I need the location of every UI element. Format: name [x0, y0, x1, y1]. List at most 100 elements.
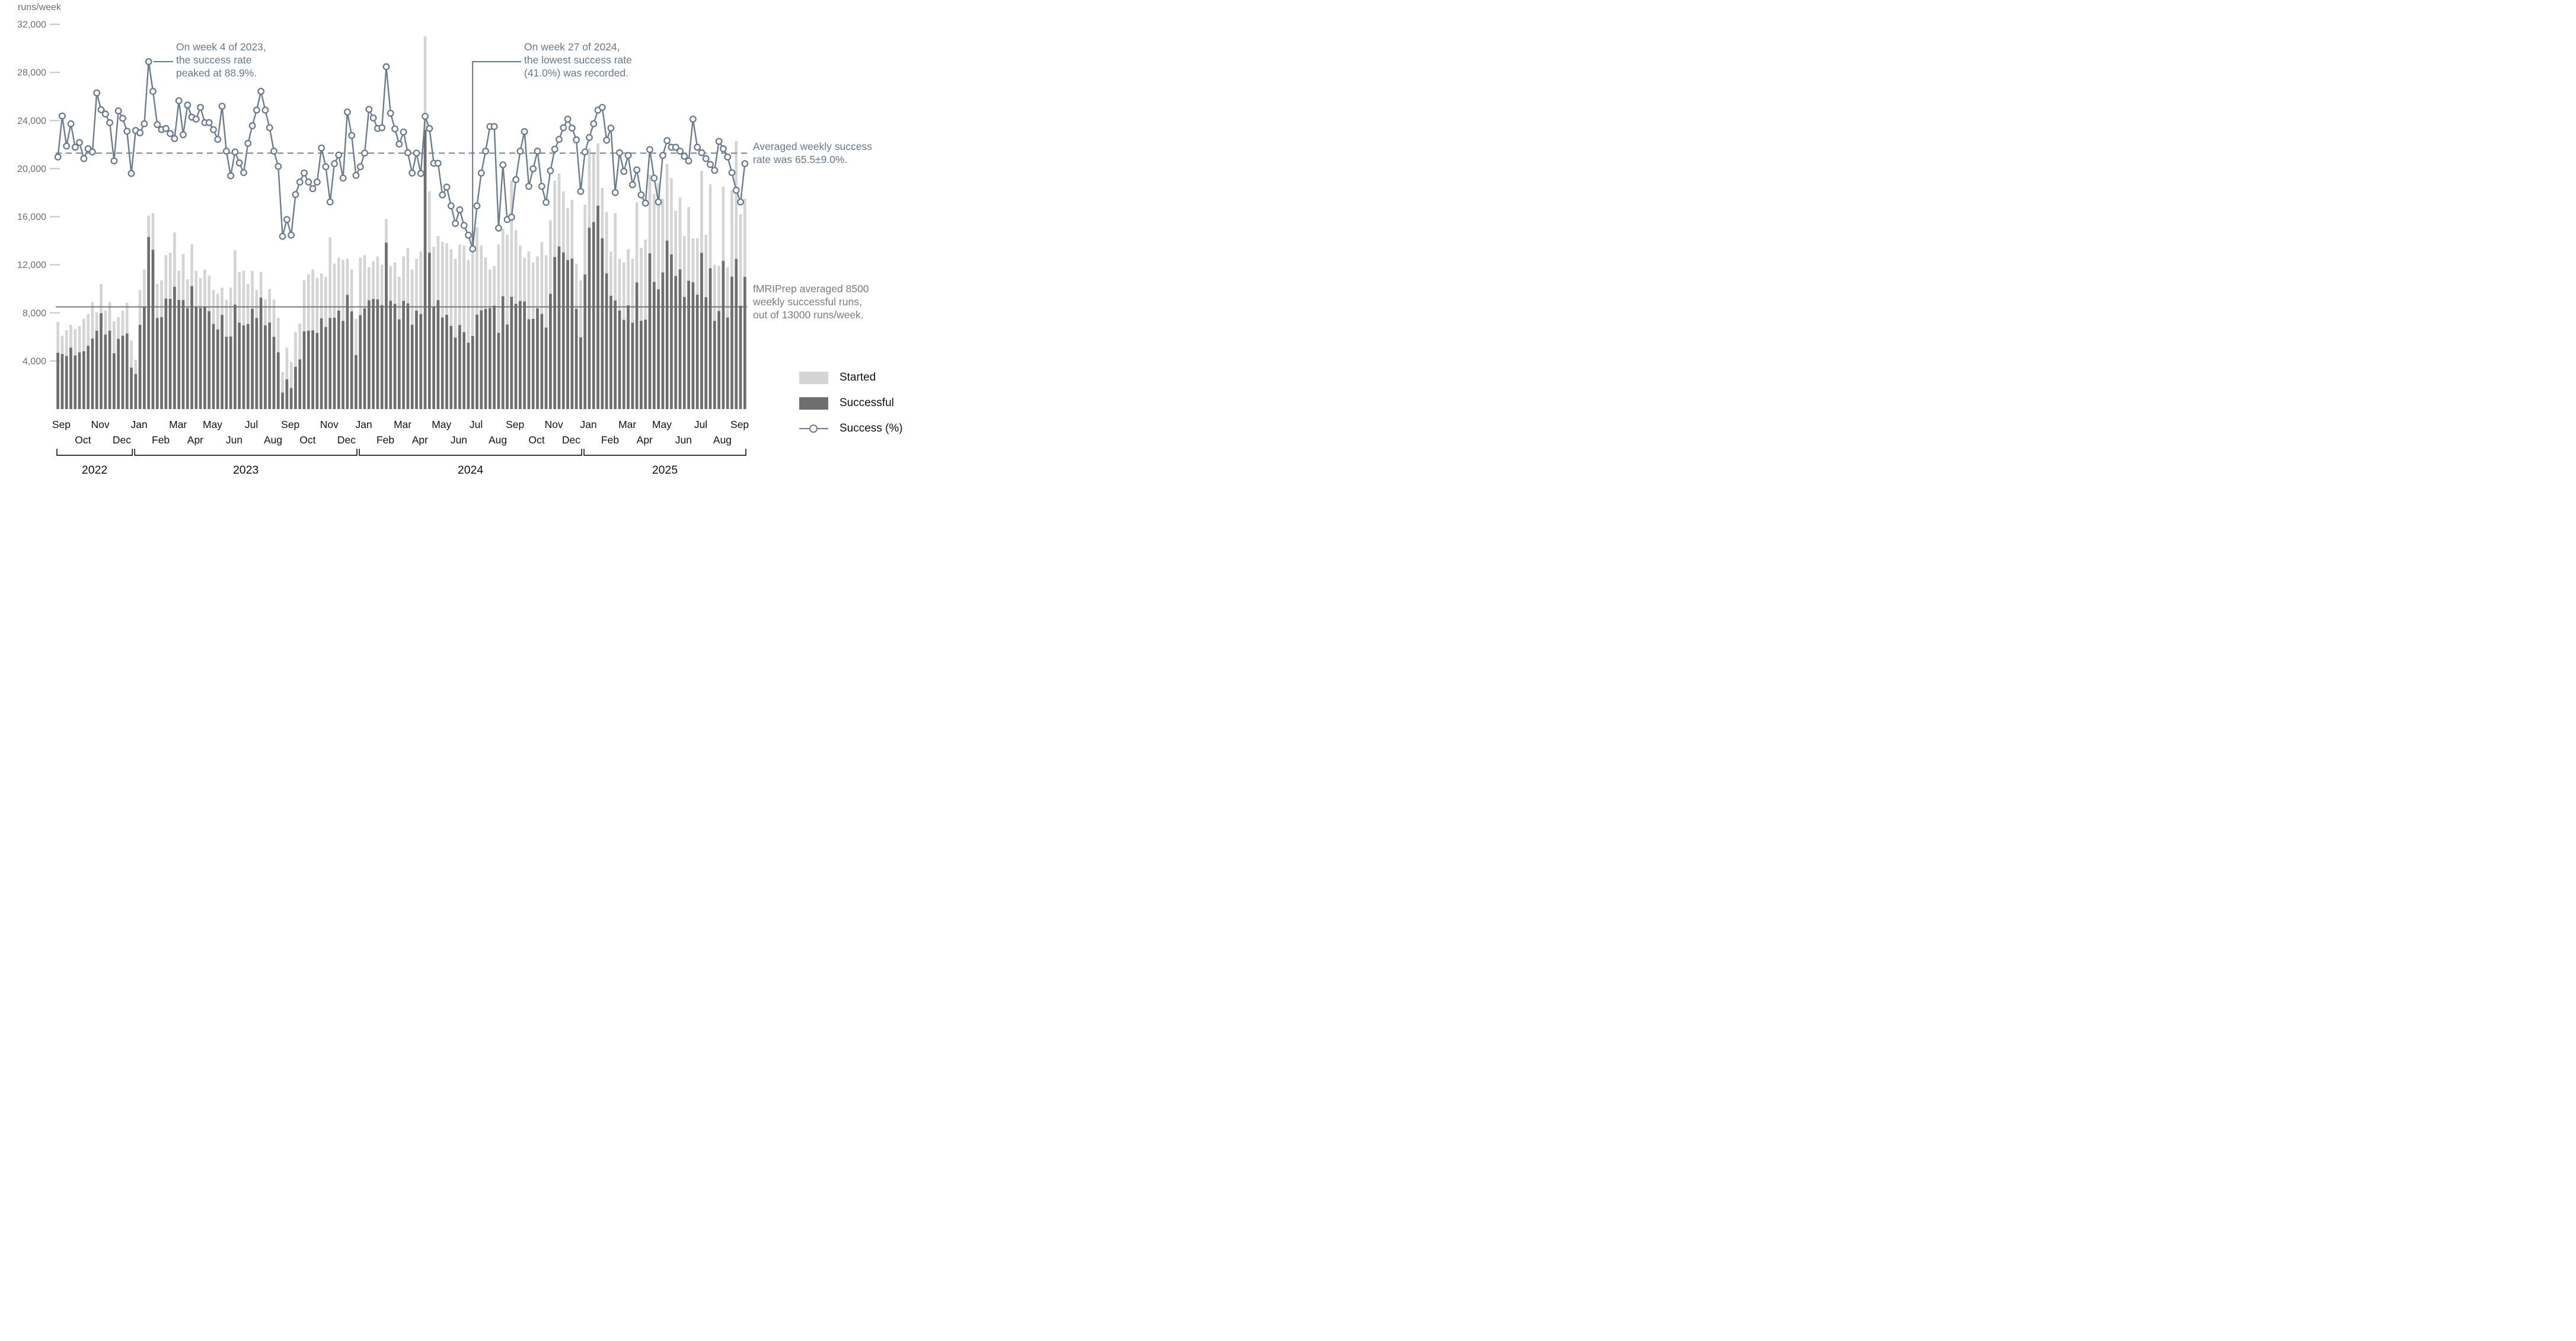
success-rate-point	[404, 149, 411, 157]
successful-bar	[449, 325, 453, 409]
success-rate-point	[525, 183, 532, 190]
successful-bar	[203, 306, 206, 409]
success-rate-point	[361, 149, 369, 157]
successful-bar	[242, 325, 245, 409]
success-rate-point	[646, 146, 653, 154]
successful-bar	[147, 237, 151, 409]
month-label: Apr	[637, 434, 653, 446]
y-tick-label: 16,000	[17, 212, 46, 222]
y-tick-label: 28,000	[17, 68, 46, 78]
successful-bar	[285, 379, 289, 409]
month-label: Aug	[489, 434, 507, 446]
annotation-average-rate-line1: Averaged weekly success	[753, 141, 873, 152]
started-bar	[289, 362, 293, 409]
successful-bar	[665, 240, 669, 409]
successful-bar	[104, 334, 107, 409]
month-label: Jan	[131, 419, 148, 430]
success-rate-point	[534, 148, 541, 155]
successful-bar	[100, 313, 103, 409]
successful-bar	[510, 296, 513, 409]
successful-bar	[333, 317, 336, 409]
success-rate-point	[413, 149, 420, 157]
success-rate-point	[573, 136, 580, 143]
success-rate-point	[512, 176, 520, 184]
successful-bar	[337, 310, 340, 409]
successful-bar	[722, 261, 725, 409]
chart-area: 32,000 28,000 24,000 20,000 16,000 12,000 8,00…	[0, 0, 917, 477]
success-rate-point	[235, 159, 243, 167]
successful-bar	[691, 282, 695, 409]
successful-bar	[190, 286, 193, 409]
month-label: Feb	[601, 434, 619, 446]
month-label: Apr	[187, 434, 203, 446]
successful-bar	[134, 373, 138, 409]
successful-bar	[56, 353, 59, 409]
started-bar	[285, 347, 289, 409]
successful-bar	[113, 353, 116, 409]
successful-bar	[419, 314, 423, 409]
annotation-low-line3: (41.0%) was recorded.	[524, 67, 629, 79]
successful-bar	[678, 269, 682, 409]
success-rate-point	[611, 189, 619, 196]
success-rate-point	[408, 169, 416, 177]
success-rate-markers	[54, 58, 749, 253]
legend-item-successful: Successful	[799, 397, 903, 410]
success-rate-point	[305, 178, 312, 186]
success-rate-point	[477, 169, 485, 177]
successful-bars	[56, 130, 746, 409]
successful-bar	[583, 274, 587, 409]
success-rate-point	[279, 232, 286, 240]
successful-bar	[601, 238, 604, 409]
annotation-low-line2: the lowest success rate	[524, 54, 632, 66]
successful-bar	[87, 346, 90, 409]
successful-bar	[281, 392, 284, 409]
successful-bar	[713, 321, 716, 409]
successful-bar	[276, 352, 280, 409]
annotation-average-rate-line2: rate was 65.5±9.0%.	[753, 154, 848, 165]
month-label: Jul	[470, 419, 483, 430]
successful-bar	[251, 308, 254, 409]
month-label: Sep	[281, 419, 299, 430]
success-rate-point	[348, 132, 356, 139]
success-rate-point	[641, 199, 649, 207]
successful-bar	[60, 354, 64, 409]
success-rate-point	[564, 115, 572, 123]
successful-bar	[415, 310, 418, 409]
annotation-average-runs-line3: out of 13000 runs/week.	[753, 309, 864, 321]
successful-bar	[652, 282, 656, 409]
month-label: Oct	[528, 434, 544, 446]
success-rate-point	[244, 139, 252, 147]
success-rate-point	[214, 136, 222, 143]
month-label: Sep	[52, 419, 71, 430]
success-rate-point	[110, 157, 118, 165]
successful-bar	[648, 253, 652, 409]
success-rate-point	[577, 187, 585, 195]
success-rate-point	[400, 128, 407, 136]
successful-bar	[406, 303, 410, 409]
successful-bar	[458, 325, 461, 409]
low-annotation-leader	[472, 61, 521, 245]
success-rate-point	[741, 160, 749, 168]
success-rate-point	[119, 114, 126, 122]
success-rate-point	[261, 106, 269, 114]
success-rate-point	[63, 142, 71, 150]
successful-bar	[346, 295, 349, 409]
successful-bar	[212, 324, 215, 409]
successful-bar	[380, 305, 384, 409]
started-bar	[510, 180, 513, 409]
success-rate-point	[369, 114, 377, 122]
success-rate-point	[732, 186, 740, 194]
successful-bar	[229, 336, 232, 409]
year-bracket	[583, 449, 746, 456]
success-rate-point	[650, 174, 658, 182]
month-label: Oct	[299, 434, 315, 446]
success-rate-point	[162, 124, 170, 132]
successful-bar	[372, 299, 375, 409]
started-bar	[497, 244, 500, 409]
successful-bar	[160, 317, 163, 409]
month-label: Jun	[675, 434, 692, 446]
successful-bar	[221, 315, 224, 409]
successful-bar	[523, 301, 526, 409]
successful-bar	[268, 322, 272, 409]
success-rate-point	[547, 167, 554, 174]
